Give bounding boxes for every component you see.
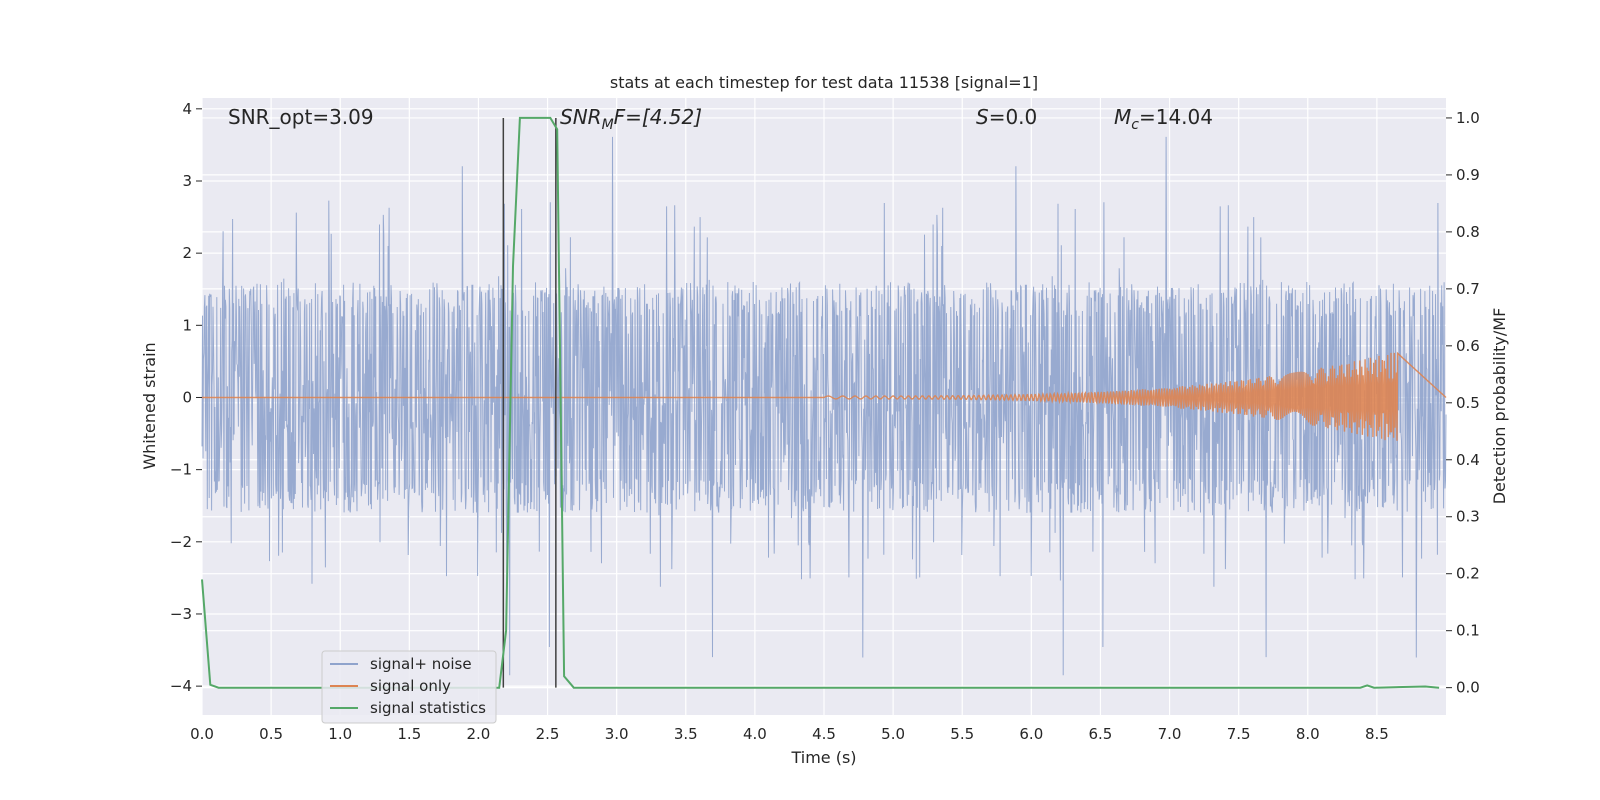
- x-tick-label: 0.0: [190, 725, 214, 743]
- x-tick-label: 2.0: [467, 725, 491, 743]
- legend-label-signal-statistics: signal statistics: [370, 699, 486, 717]
- x-tick-label: 4.5: [812, 725, 836, 743]
- x-tick-label: 2.5: [536, 725, 560, 743]
- annotation-mc-base: M: [1114, 105, 1131, 129]
- line-signal-only: [202, 351, 1447, 441]
- y-left-tick-label: 1: [182, 316, 192, 334]
- annotation-snr-mf: SNRMF=[4.52]: [560, 105, 702, 133]
- y-right-tick-label: 0.5: [1456, 394, 1480, 412]
- x-tick-label: 0.5: [259, 725, 283, 743]
- x-tick-label: 3.5: [674, 725, 698, 743]
- y-left-tick-label: 2: [182, 244, 192, 262]
- y-right-tick-label: 0.0: [1456, 679, 1480, 697]
- annotation-snr-mf-base: SNR: [560, 105, 602, 129]
- annotation-mc-rest: =14.04: [1139, 105, 1213, 129]
- y-axis-left-ticks: 4 3 2 1 0 −1 −2 −3 −4: [170, 100, 202, 695]
- x-axis-label: Time (s): [790, 748, 856, 767]
- x-tick-label: 1.0: [328, 725, 352, 743]
- x-tick-label: 8.5: [1365, 725, 1389, 743]
- annotation-s: S=0.0: [976, 105, 1037, 129]
- x-tick-label: 5.0: [881, 725, 905, 743]
- y-left-tick-label: −3: [170, 605, 192, 623]
- y-left-tick-label: −2: [170, 533, 192, 551]
- x-tick-label: 1.5: [397, 725, 421, 743]
- series-signal-only: [202, 351, 1447, 441]
- y-right-tick-label: 0.9: [1456, 166, 1480, 184]
- annotation-s-base: S: [976, 105, 989, 129]
- y-right-tick-label: 0.6: [1456, 337, 1480, 355]
- line-signal-plus-noise: [201, 136, 1447, 676]
- legend-label-signal-only: signal only: [370, 677, 451, 695]
- y-axis-right-label: Detection probability/MF: [1490, 308, 1509, 505]
- y-left-tick-label: 0: [182, 388, 192, 406]
- x-tick-label: 5.5: [950, 725, 974, 743]
- y-right-tick-label: 0.4: [1456, 451, 1480, 469]
- y-right-tick-label: 0.3: [1456, 508, 1480, 526]
- x-tick-label: 6.0: [1019, 725, 1043, 743]
- y-axis-left-label: Whitened strain: [140, 342, 159, 469]
- annotation-mc: Mc=14.04: [1114, 105, 1213, 133]
- y-right-tick-label: 0.2: [1456, 565, 1480, 583]
- x-tick-label: 3.0: [605, 725, 629, 743]
- x-tick-label: 7.0: [1158, 725, 1182, 743]
- x-tick-label: 7.5: [1227, 725, 1251, 743]
- vertical-lines: [502, 117, 557, 688]
- x-tick-label: 4.0: [743, 725, 767, 743]
- y-left-tick-label: 4: [182, 100, 192, 118]
- y-left-tick-label: −4: [170, 677, 192, 695]
- y-left-tick-label: −1: [170, 461, 192, 479]
- legend: signal+ noise signal only signal statist…: [321, 650, 497, 724]
- annotation-snr-mf-sub: M: [602, 117, 614, 133]
- x-tick-label: 8.0: [1296, 725, 1320, 743]
- annotation-mc-sub: c: [1131, 117, 1139, 133]
- y-right-tick-label: 0.1: [1456, 622, 1480, 640]
- annotation-s-rest: =0.0: [989, 105, 1038, 129]
- y-right-tick-label: 0.7: [1456, 280, 1480, 298]
- legend-box: [321, 650, 497, 724]
- y-right-tick-label: 1.0: [1456, 109, 1480, 127]
- x-tick-label: 6.5: [1089, 725, 1113, 743]
- x-axis-ticks: 0.0 0.5 1.0 1.5 2.0 2.5 3.0 3.5 4.0 4.5 5.0 5.5 6.0 6…: [190, 725, 1389, 743]
- annotation-snr-mf-rest: F=[4.52]: [614, 105, 702, 129]
- legend-label-signal-plus-noise: signal+ noise: [370, 655, 472, 673]
- y-axis-right-ticks: 1.0 0.9 0.8 0.7 0.6 0.5 0.4 0.3 0.2 0.1 0.0: [1446, 109, 1480, 697]
- series-signal-plus-noise: [201, 136, 1447, 676]
- y-left-tick-label: 3: [182, 172, 192, 190]
- annotation-snr-opt: SNR_opt=3.09: [228, 105, 374, 129]
- y-right-tick-label: 0.8: [1456, 223, 1480, 241]
- chart-title: stats at each timestep for test data 115…: [610, 73, 1038, 92]
